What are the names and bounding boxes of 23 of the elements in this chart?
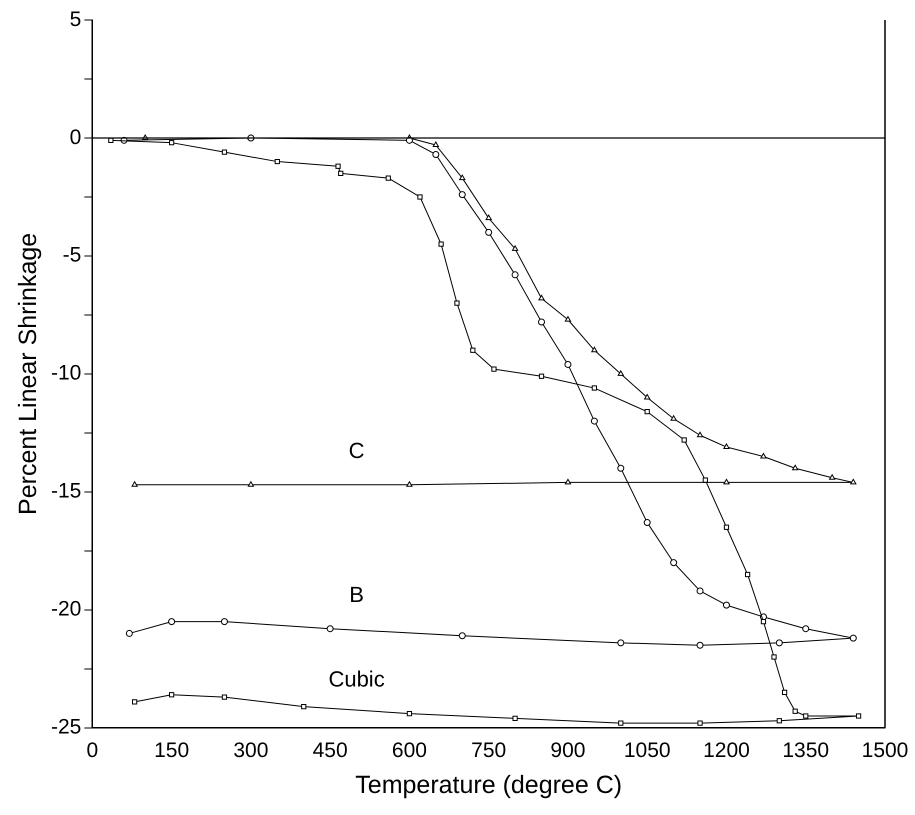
x-tick-label: 150 xyxy=(154,739,190,762)
y-axis-title: Percent Linear Shrinkage xyxy=(14,232,42,515)
series-label: B xyxy=(349,582,364,607)
x-tick-label: 600 xyxy=(392,739,427,762)
x-tick-label: 1350 xyxy=(782,739,830,762)
series-label: C xyxy=(348,438,365,463)
x-tick-label: 900 xyxy=(550,739,586,762)
x-tick-label: 300 xyxy=(233,739,268,762)
y-tick-label: 0 xyxy=(70,126,82,149)
x-axis-title: Temperature (degree C) xyxy=(355,770,622,799)
x-tick-label: 1200 xyxy=(703,739,750,762)
x-tick-label: 1500 xyxy=(862,739,908,762)
x-tick-label: 0 xyxy=(86,739,98,762)
y-tick-label: -10 xyxy=(50,362,82,385)
x-tick-label: 450 xyxy=(312,739,348,762)
y-tick-label: -5 xyxy=(62,244,82,267)
y-tick-label: -20 xyxy=(50,598,82,621)
y-tick-label: 5 xyxy=(70,8,82,31)
series-label: Cubic xyxy=(328,666,385,692)
x-tick-label: 1050 xyxy=(624,739,671,762)
x-tick-label: 750 xyxy=(471,739,506,762)
y-tick-label: -15 xyxy=(50,480,82,503)
y-tick-label: -25 xyxy=(50,716,82,739)
